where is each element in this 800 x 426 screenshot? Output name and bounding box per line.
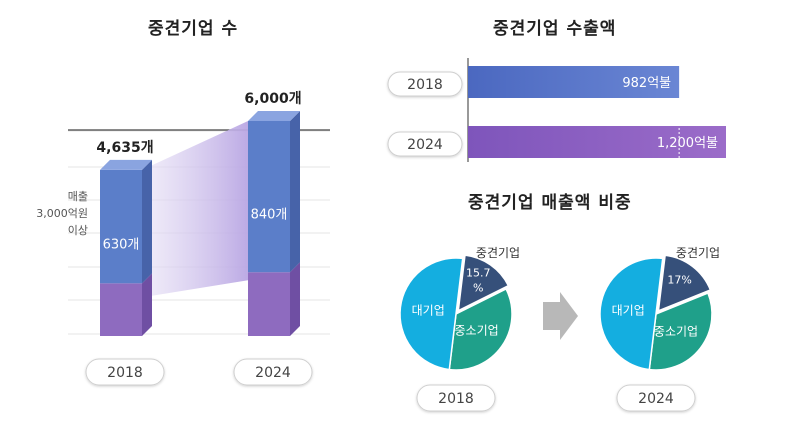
column-lower-2024 — [248, 272, 290, 336]
pie-slice-2024-2 — [599, 257, 664, 371]
column-upper-side — [290, 111, 300, 273]
pie-label-2018-1: 중소기업 — [455, 324, 499, 338]
hbar-year-2018-pill — [387, 71, 463, 97]
hbar-value-2018: 982억불 — [622, 76, 671, 91]
year-label-2024: 2024 — [255, 365, 291, 381]
hbar-2024 — [468, 126, 726, 158]
column-upper-2018 — [100, 169, 142, 284]
pie-year-2018-pill — [416, 384, 496, 412]
pie-value-2018: % — [473, 281, 483, 294]
side-label-line: 이상 — [68, 224, 88, 237]
column-lower-side — [142, 273, 152, 336]
pie-label-2018-0: 중견기업 — [476, 246, 520, 260]
hbar-year-2018: 2018 — [407, 77, 443, 93]
column-lower-2018 — [100, 283, 142, 336]
pie-slice-2018-1 — [448, 287, 513, 371]
arrow-icon — [543, 292, 578, 340]
pie-label-2024-1: 중소기업 — [654, 324, 698, 338]
export-chart-title: 중견기업 수출액 — [493, 19, 617, 39]
segment-label-2024: 840개 — [251, 208, 288, 223]
total-label-2018: 4,635개 — [96, 140, 153, 156]
side-label-line: 3,000억원 — [36, 207, 88, 220]
year-label-2018-pill — [85, 358, 165, 386]
year-label-2024-pill — [233, 358, 313, 386]
pie-year-2024: 2024 — [638, 391, 674, 407]
hbar-2018 — [468, 66, 680, 98]
column-top-face — [248, 111, 300, 121]
column-top-face — [100, 159, 152, 170]
pie-year-2024-pill — [616, 384, 696, 412]
hbar-year-2024: 2024 — [407, 137, 443, 153]
pie-label-2024-0: 중견기업 — [676, 246, 720, 260]
pie-year-2018: 2018 — [438, 391, 474, 407]
share-chart-title: 중견기업 매출액 비중 — [468, 193, 632, 213]
pie-value-2024: 17% — [667, 273, 691, 286]
total-label-2024: 6,000개 — [244, 91, 301, 107]
column-lower-side — [290, 262, 300, 336]
pie-slice-2018-0 — [457, 254, 510, 313]
year-label-2018: 2018 — [107, 365, 143, 381]
pie-label-2024-2: 대기업 — [612, 304, 645, 318]
growth-band — [142, 121, 248, 298]
pie-value-2018: 15.7 — [466, 266, 491, 279]
count-chart-title: 중견기업 수 — [148, 19, 239, 39]
pie-slice-2024-1 — [648, 292, 713, 371]
column-upper-side — [142, 159, 152, 284]
hbar-value-2024: 1,200억불 — [657, 136, 718, 151]
hbar-year-2024-pill — [387, 131, 463, 157]
side-label-line: 매출 — [68, 190, 88, 203]
pie-label-2018-2: 대기업 — [412, 304, 445, 318]
segment-label-2018: 630개 — [103, 238, 140, 253]
pie-slice-2018-2 — [399, 257, 464, 371]
pie-slice-2024-0 — [657, 254, 712, 312]
column-upper-2024 — [248, 121, 290, 273]
